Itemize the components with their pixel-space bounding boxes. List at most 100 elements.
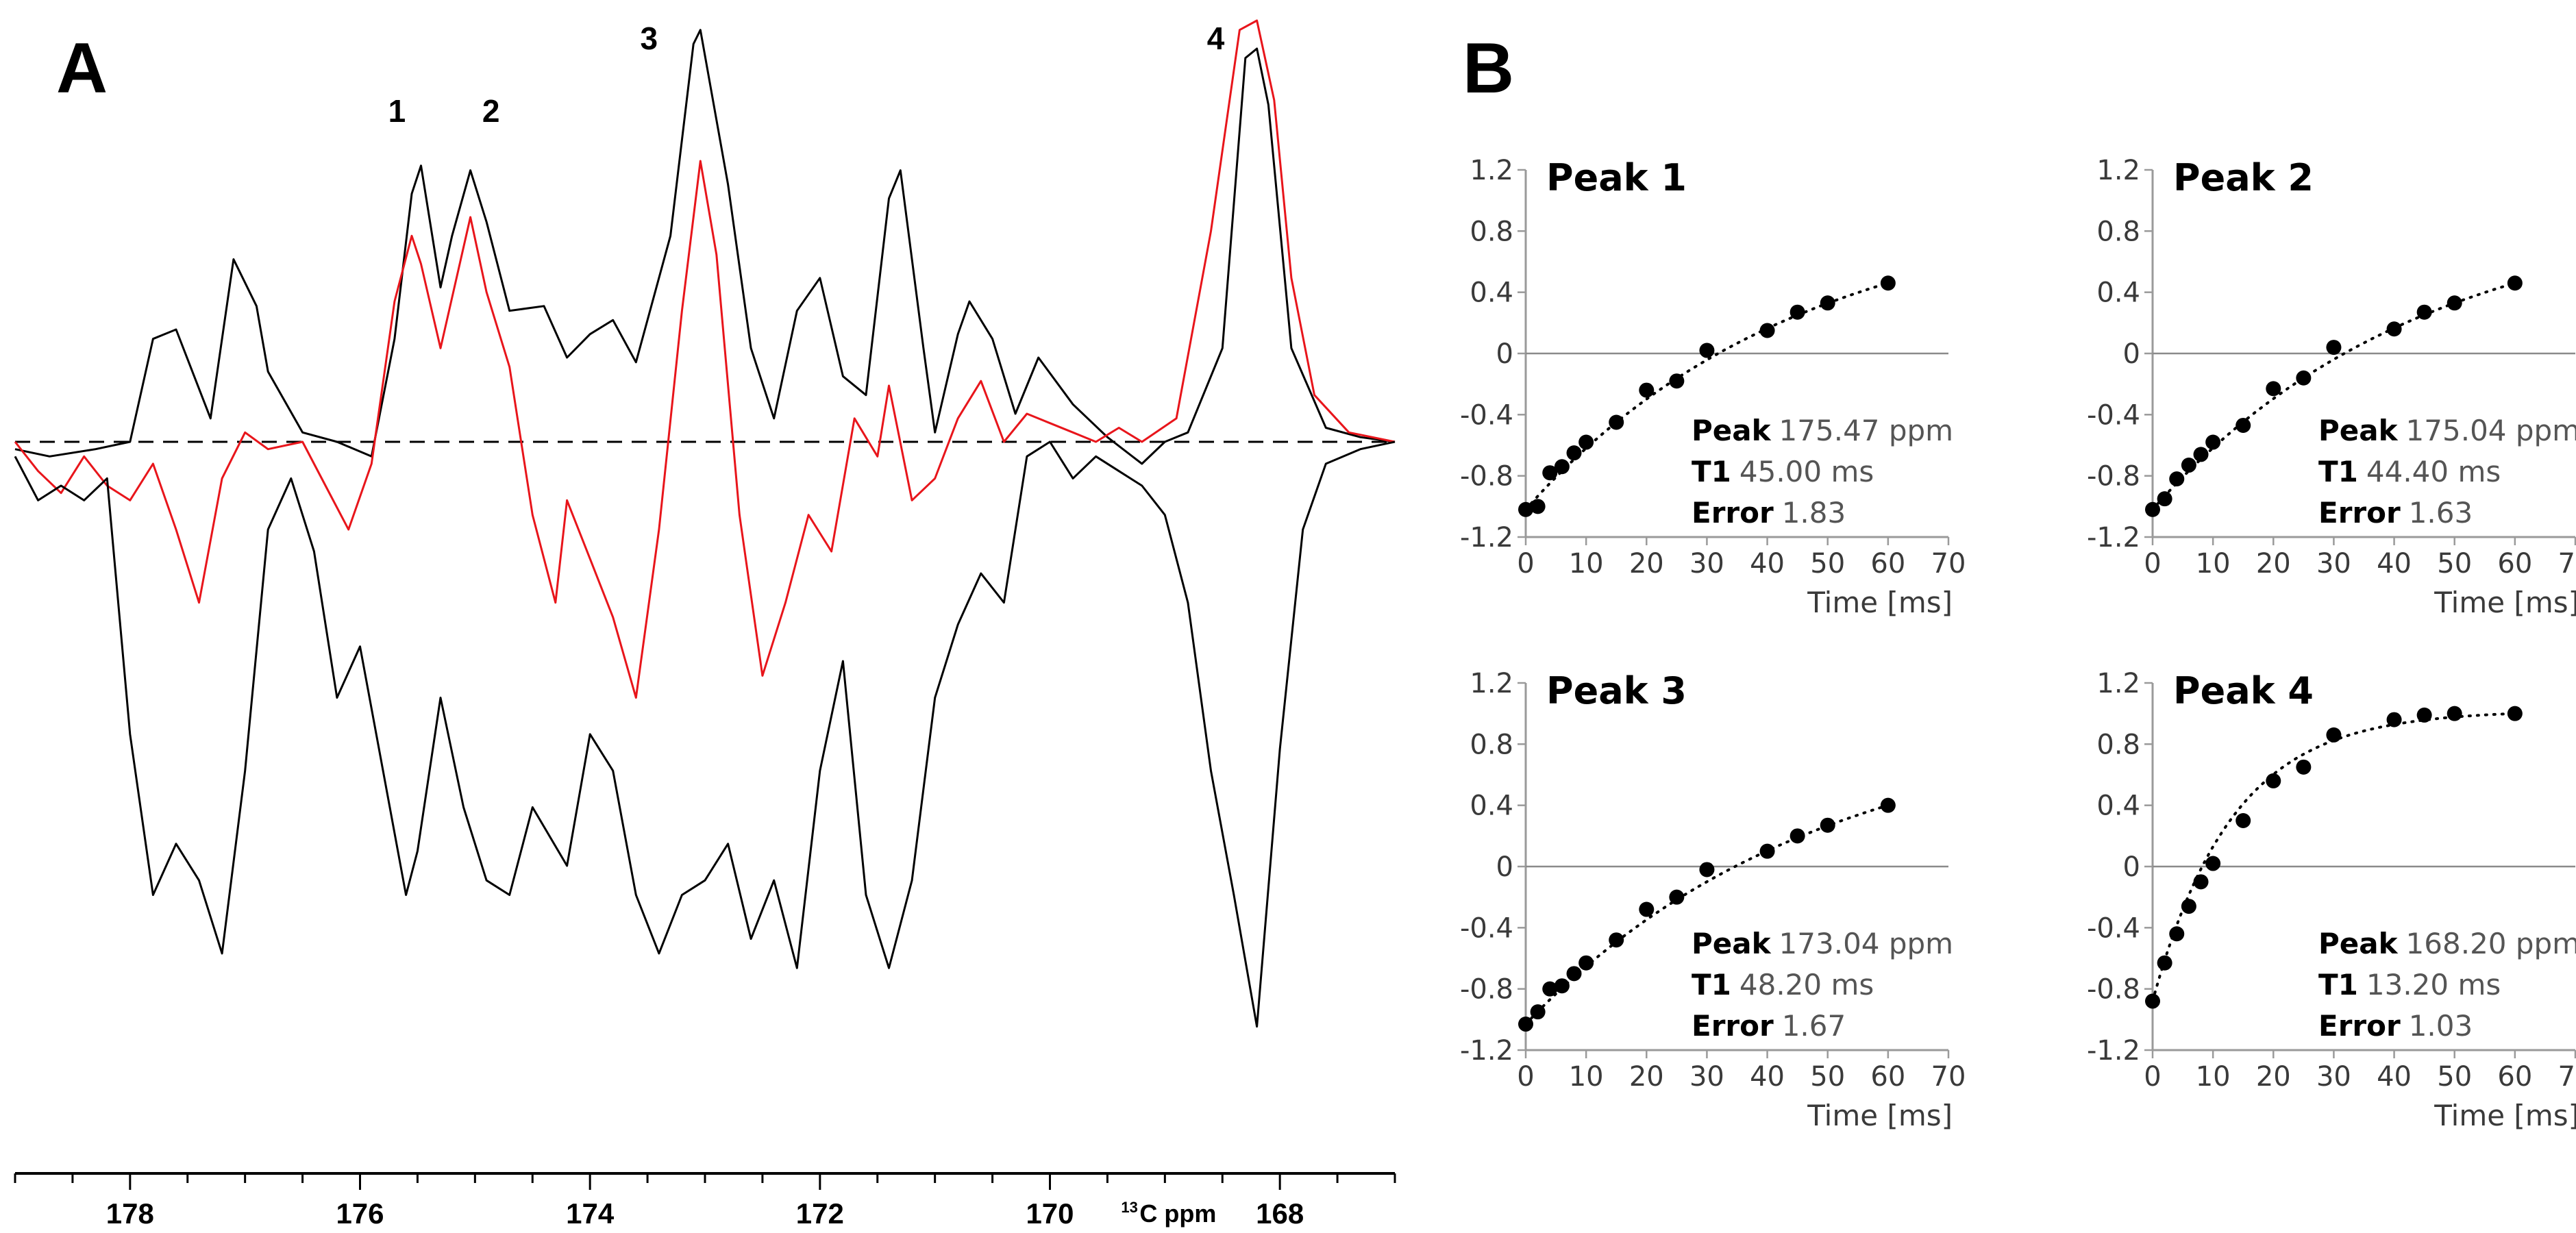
info-row-peak: Peak 168.20 ppm: [2318, 927, 2576, 960]
y-tick-label: -1.2: [1460, 1035, 1513, 1067]
data-point: [1759, 323, 1775, 338]
x-axis-title: Time [ms]: [1807, 586, 1953, 619]
data-point: [1789, 304, 1805, 320]
data-point: [1554, 978, 1570, 994]
info-key: Error: [1692, 496, 1774, 530]
data-point: [1880, 797, 1896, 813]
data-point: [1699, 342, 1715, 358]
info-value: 175.47 ppm: [1779, 414, 1954, 447]
data-point: [1566, 445, 1582, 461]
subplot-title: Peak 3: [1546, 669, 1687, 712]
data-point: [1530, 1004, 1546, 1020]
data-point: [1639, 382, 1655, 398]
y-tick-label: 0: [2123, 851, 2140, 883]
info-key: Peak: [2318, 414, 2399, 447]
y-tick-label: 0.4: [2096, 790, 2140, 822]
info-row-t1: T1 44.40 ms: [2318, 455, 2501, 488]
ppm-tick-label: 168: [1256, 1197, 1304, 1230]
y-tick-label: 0: [1496, 851, 1513, 883]
panel-a: A 178 176 174 172 170 168 13 C ppm 1 2 3 4: [14, 19, 1396, 1230]
ppm-axis: 178 176 174 172 170 168 13 C ppm: [14, 1172, 1396, 1230]
y-tick-label: 0.8: [1470, 729, 1513, 760]
spectrum-line-3: [14, 440, 1396, 1028]
y-tick-label: 1.2: [1470, 155, 1513, 186]
info-row-error: Error 1.67: [1692, 1009, 1846, 1043]
y-tick-label: 1.2: [1470, 668, 1513, 699]
x-tick-label: 30: [1689, 1061, 1724, 1093]
data-point: [1578, 955, 1594, 971]
y-tick-label: -1.2: [2087, 1035, 2140, 1067]
subplot-title: Peak 2: [2173, 156, 2314, 199]
x-tick-label: 20: [1629, 548, 1664, 580]
ppm-tick-label: 176: [336, 1197, 384, 1230]
data-point: [1699, 862, 1715, 877]
t1-fit-subplots: 1.20.80.40-0.4-0.8-1.20 10 20 30 40 50 60 70Tim…: [1460, 155, 2576, 1132]
peak-label-2: 2: [482, 93, 500, 129]
info-key: Peak: [2318, 927, 2399, 960]
data-point: [2416, 304, 2432, 320]
x-tick-label: 70: [2558, 1061, 2576, 1093]
x-tick-label: 50: [1810, 548, 1845, 580]
data-point: [2157, 491, 2172, 507]
y-tick-label: -0.8: [1460, 974, 1513, 1006]
y-tick-label: 0: [2123, 338, 2140, 370]
info-value: 1.67: [1782, 1009, 1846, 1043]
info-row-t1: T1 48.20 ms: [1692, 968, 1874, 1001]
data-point: [1518, 501, 1533, 517]
data-point: [2181, 458, 2196, 473]
info-value: 1.83: [1782, 496, 1846, 530]
ppm-axis-title-superscript: 13: [1121, 1199, 1137, 1216]
data-point: [1542, 465, 1558, 481]
info-value: 44.40 ms: [2366, 455, 2501, 488]
x-tick-label: 70: [2558, 548, 2576, 580]
info-value: 175.04 ppm: [2406, 414, 2576, 447]
data-point: [2236, 813, 2251, 828]
info-row-t1: T1 13.20 ms: [2318, 968, 2501, 1001]
data-point: [1880, 275, 1896, 291]
x-tick-label: 0: [1517, 548, 1534, 580]
info-row-t1: T1 45.00 ms: [1692, 455, 1874, 488]
data-point: [2326, 340, 2342, 356]
y-tick-label: -0.4: [2087, 399, 2140, 431]
data-point: [2193, 874, 2209, 890]
x-tick-label: 10: [2196, 1061, 2231, 1093]
x-tick-label: 10: [2196, 548, 2231, 580]
info-row-peak: Peak 173.04 ppm: [1692, 927, 1953, 960]
data-point: [2145, 993, 2160, 1009]
y-tick-label: -0.8: [2087, 461, 2140, 493]
data-point: [2296, 759, 2312, 775]
x-tick-label: 10: [1569, 548, 1604, 580]
info-key: Peak: [1692, 414, 1772, 447]
x-axis-title: Time [ms]: [1807, 1099, 1953, 1132]
y-tick-label: 0.8: [2096, 729, 2140, 760]
spectra-plot: [14, 19, 1396, 1028]
data-point: [2386, 712, 2402, 727]
data-point: [1639, 901, 1655, 917]
data-point: [1609, 414, 1624, 430]
data-point: [2447, 706, 2462, 721]
data-point: [1759, 843, 1775, 859]
data-point: [1669, 373, 1685, 389]
y-tick-label: 0.4: [1470, 277, 1513, 309]
peak-label-1: 1: [388, 93, 406, 129]
data-point: [1530, 499, 1546, 514]
info-key: T1: [1692, 968, 1731, 1001]
panel-a-letter: A: [56, 29, 108, 108]
y-tick-label: -0.8: [1460, 461, 1513, 493]
x-tick-label: 20: [1629, 1061, 1664, 1093]
x-tick-label: 40: [1750, 548, 1785, 580]
info-row-error: Error 1.63: [2318, 496, 2473, 530]
data-point: [1518, 1017, 1533, 1032]
info-key: Error: [2318, 496, 2401, 530]
info-key: T1: [1692, 455, 1731, 488]
x-tick-label: 30: [1689, 548, 1724, 580]
y-tick-label: -0.8: [2087, 974, 2140, 1006]
y-tick-label: 1.2: [2096, 668, 2140, 699]
ppm-tick-label: 172: [796, 1197, 844, 1230]
data-point: [2326, 727, 2342, 743]
x-tick-label: 40: [2377, 548, 2412, 580]
info-row-error: Error 1.03: [2318, 1009, 2473, 1043]
info-row-peak: Peak 175.47 ppm: [1692, 414, 1953, 447]
info-row-error: Error 1.83: [1692, 496, 1846, 530]
data-point: [2386, 321, 2402, 337]
